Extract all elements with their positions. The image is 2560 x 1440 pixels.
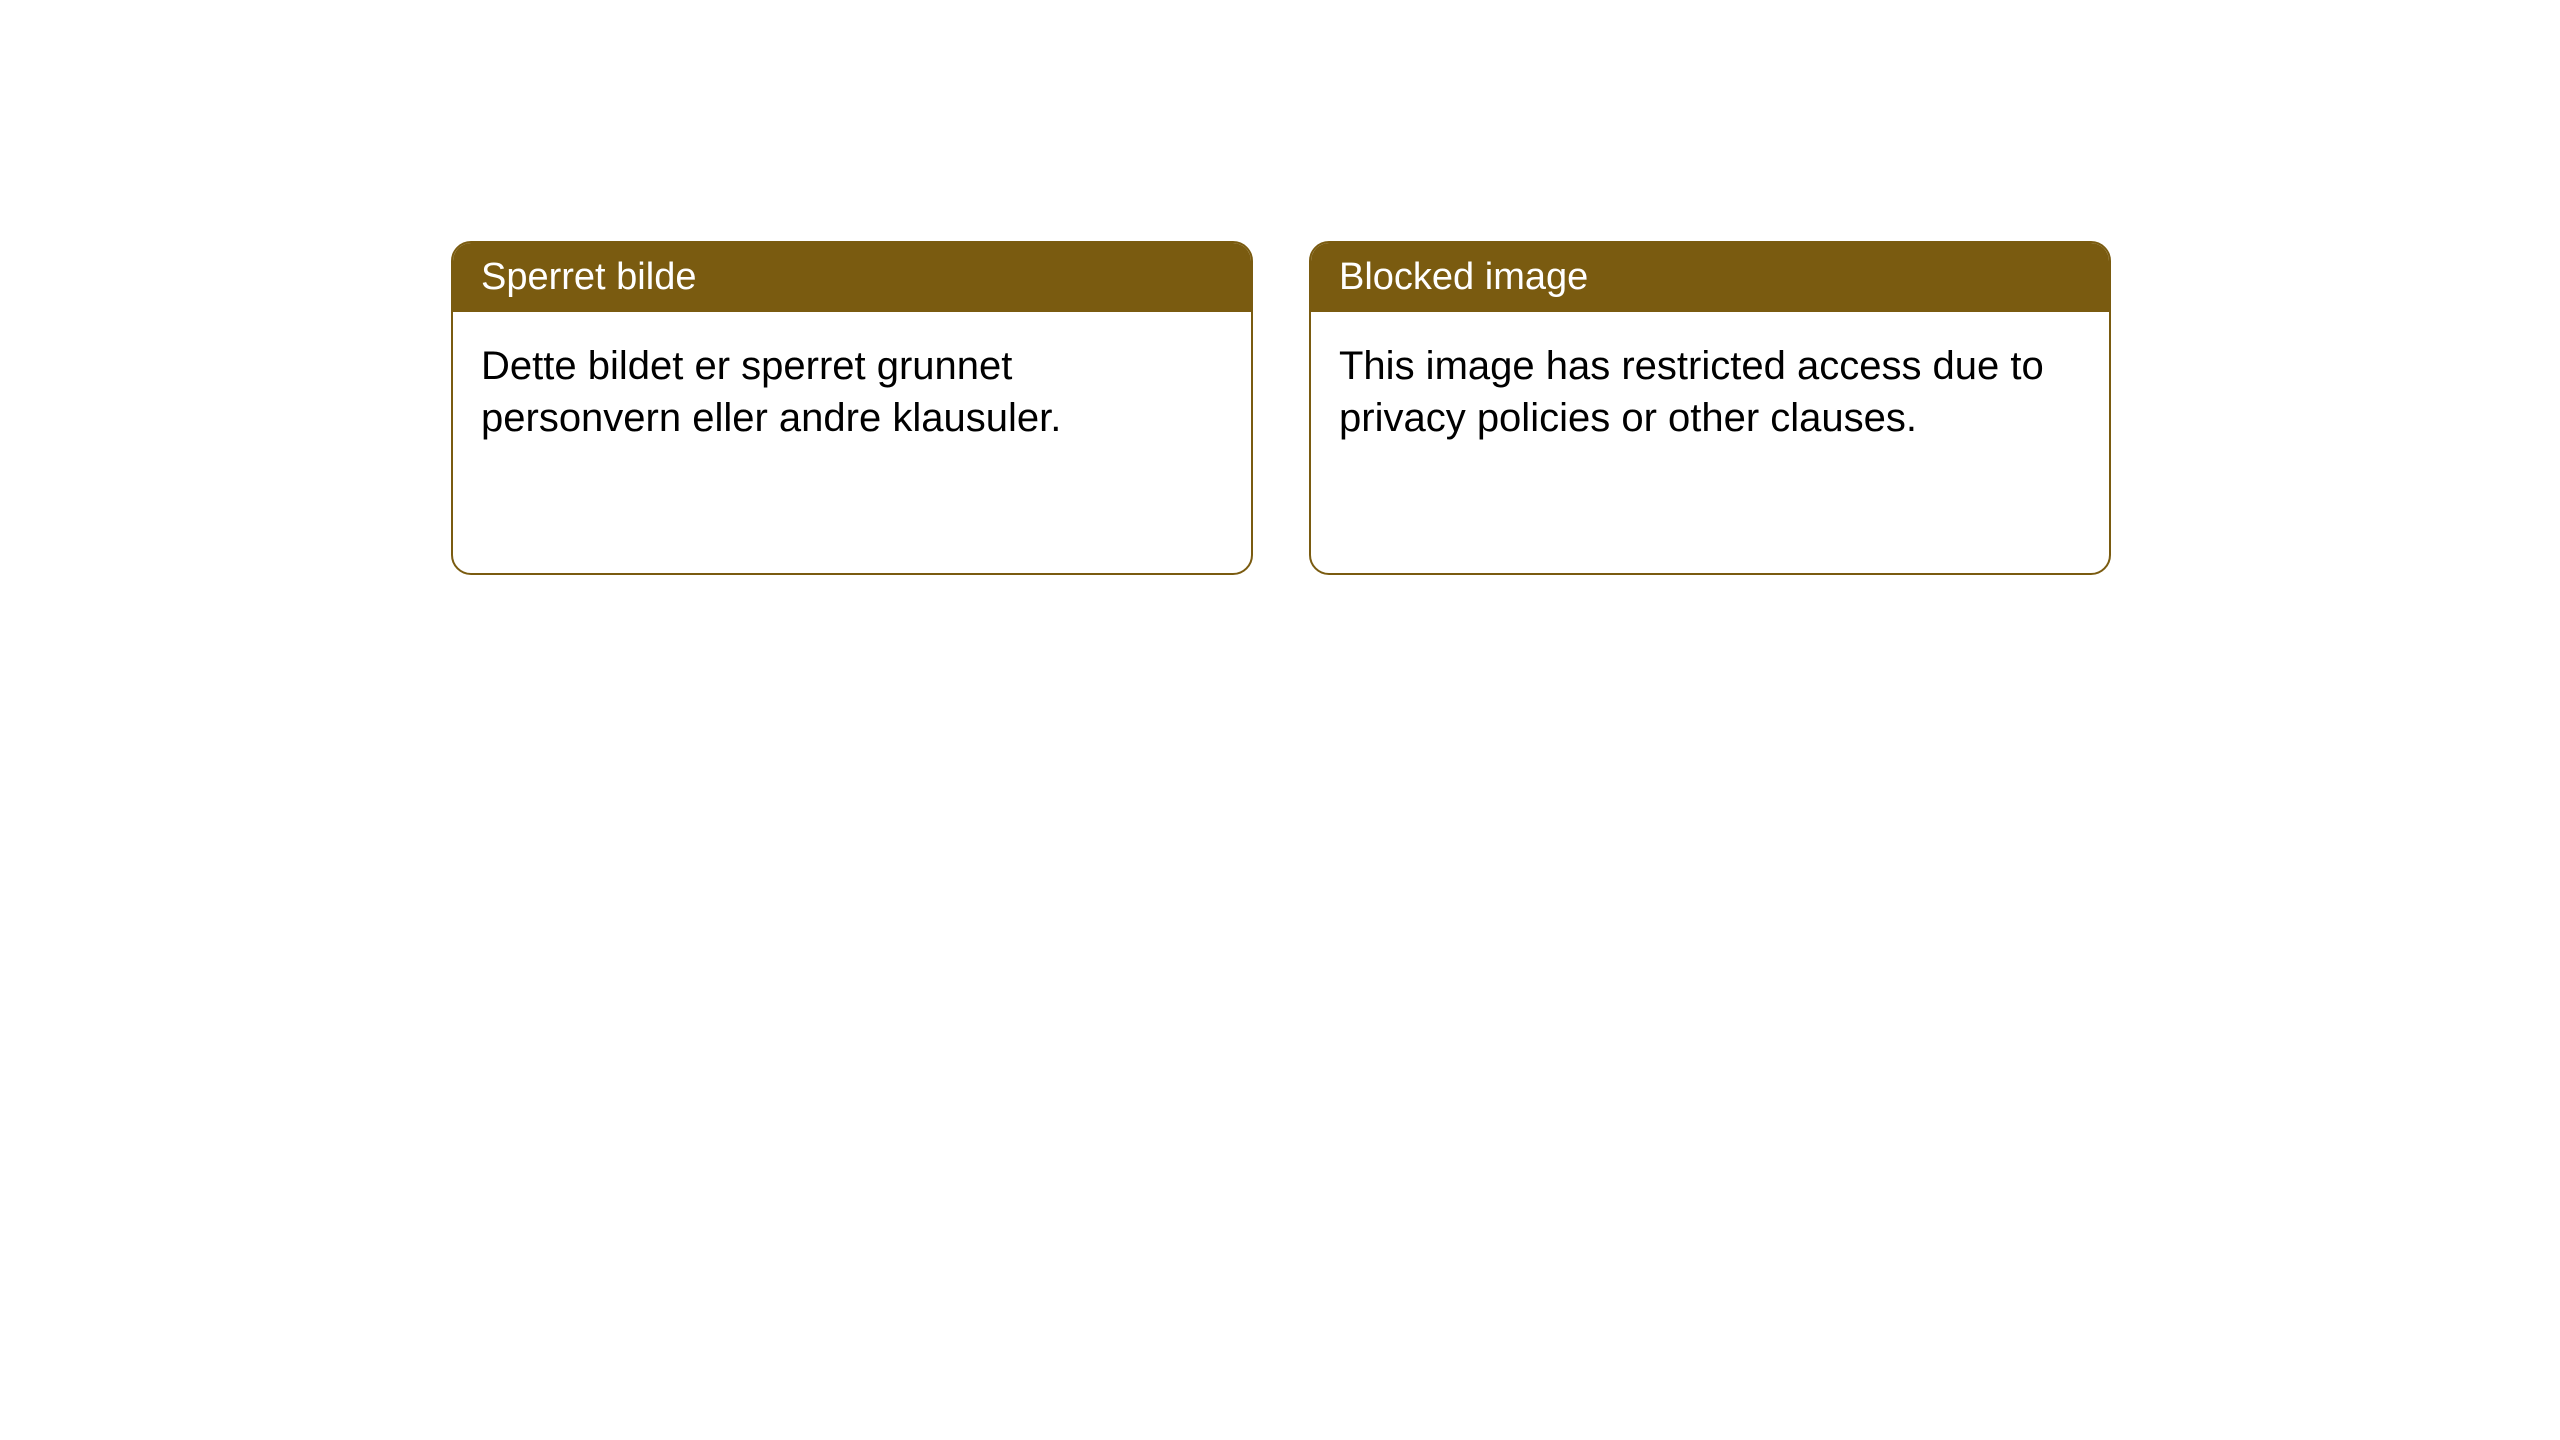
notice-card-norwegian: Sperret bilde Dette bildet er sperret gr… xyxy=(451,241,1253,575)
notice-body: Dette bildet er sperret grunnet personve… xyxy=(453,312,1251,472)
notice-container: Sperret bilde Dette bildet er sperret gr… xyxy=(451,241,2111,575)
notice-message: This image has restricted access due to … xyxy=(1339,344,2044,440)
notice-header: Sperret bilde xyxy=(453,243,1251,312)
notice-header: Blocked image xyxy=(1311,243,2109,312)
notice-title: Blocked image xyxy=(1339,256,1588,298)
notice-card-english: Blocked image This image has restricted … xyxy=(1309,241,2111,575)
notice-body: This image has restricted access due to … xyxy=(1311,312,2109,472)
notice-message: Dette bildet er sperret grunnet personve… xyxy=(481,344,1061,440)
notice-title: Sperret bilde xyxy=(481,256,696,298)
